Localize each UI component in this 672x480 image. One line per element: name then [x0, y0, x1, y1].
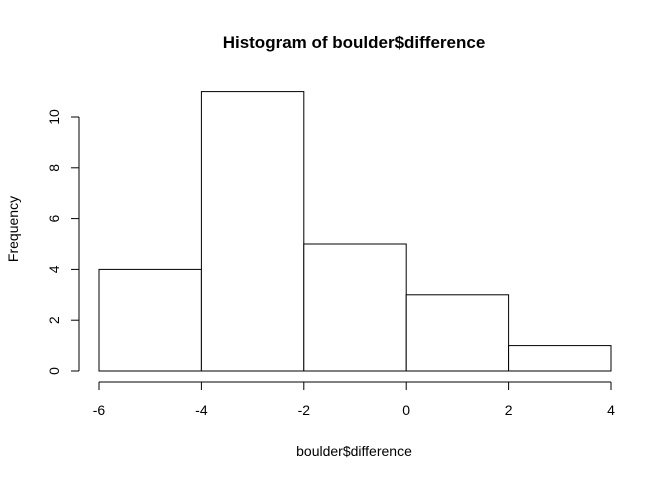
x-axis: -6 -4 -2 0 2 4: [93, 381, 615, 418]
y-axis: 0 2 4 6 8 10: [46, 109, 80, 375]
histogram-bar-4: [508, 345, 612, 372]
y-tick-label-1: 2: [46, 316, 62, 324]
histogram-bar-3: [405, 294, 510, 372]
x-tick-label-0: -6: [93, 402, 106, 418]
x-tick-label-1: -4: [195, 402, 208, 418]
x-axis-label: boulder$difference: [296, 443, 412, 459]
histogram-bar-0: [98, 268, 202, 372]
y-tick-label-2: 4: [46, 265, 62, 273]
bars-group: [98, 91, 612, 372]
y-tick-label-5: 10: [46, 109, 62, 125]
y-tick-label-4: 8: [46, 164, 62, 172]
chart-title: Histogram of boulder$difference: [223, 33, 486, 52]
y-tick-label-0: 0: [46, 367, 62, 375]
histogram-bar-1: [200, 91, 305, 372]
x-tick-label-5: 4: [607, 402, 615, 418]
x-tick-label-4: 2: [505, 402, 513, 418]
x-tick-label-3: 0: [402, 402, 410, 418]
y-tick-label-3: 6: [46, 214, 62, 222]
y-axis-label: Frequency: [5, 196, 21, 262]
x-tick-label-2: -2: [298, 402, 311, 418]
histogram-bar-2: [303, 243, 407, 372]
